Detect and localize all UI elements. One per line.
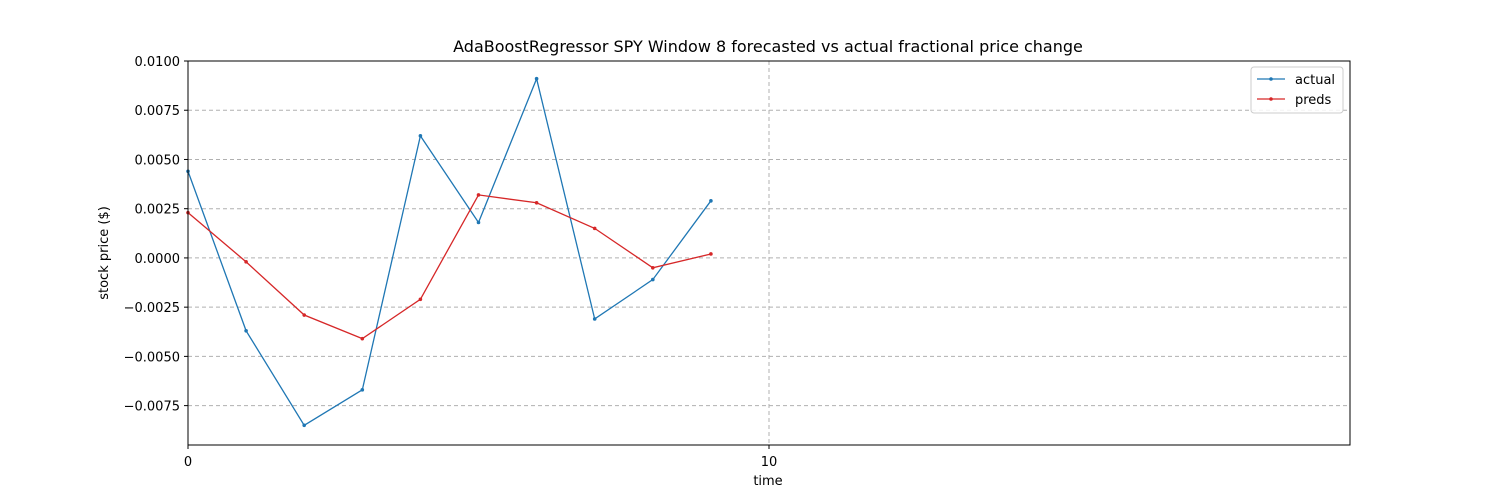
series-line-actual <box>187 76 712 427</box>
data-point-actual <box>302 423 307 428</box>
chart-title: AdaBoostRegressor SPY Window 8 forecaste… <box>453 37 1083 56</box>
y-tick-label: 0.0025 <box>135 203 181 218</box>
data-point-actual <box>418 134 423 138</box>
x-tick-label: 10 <box>761 455 778 470</box>
data-point-actual <box>360 388 365 392</box>
data-point-preds <box>360 336 365 341</box>
y-tick-label: 0.0050 <box>135 153 181 168</box>
legend-marker-actual <box>1269 77 1273 81</box>
series-layer <box>186 76 713 428</box>
y-tick-label: 0.0000 <box>135 252 181 267</box>
y-tick-label: 0.0075 <box>135 104 181 119</box>
x-tick-label: 0 <box>184 455 192 470</box>
data-point-preds <box>476 193 481 197</box>
y-tick-label: 0.0100 <box>135 55 181 70</box>
data-point-actual <box>592 317 597 321</box>
series-actual <box>186 76 713 428</box>
series-preds <box>186 193 713 341</box>
series-line-preds <box>187 194 712 340</box>
data-point-actual <box>651 277 655 282</box>
data-point-actual <box>709 199 713 203</box>
data-point-preds <box>592 226 597 231</box>
data-point-preds <box>418 297 423 302</box>
data-point-actual <box>534 76 539 81</box>
data-point-preds <box>534 200 539 205</box>
x-ticks: 0 10 <box>184 445 777 470</box>
y-axis-label: stock price ($) <box>97 206 112 300</box>
legend-label-actual: actual <box>1295 73 1335 88</box>
y-ticks: −0.0075 −0.0050 −0.0025 0.0000 0.0025 0.0050 0… <box>124 55 188 415</box>
data-point-preds <box>651 265 655 270</box>
data-point-preds <box>244 260 248 264</box>
data-point-actual <box>244 328 248 333</box>
data-point-preds <box>709 252 713 256</box>
data-point-actual <box>476 220 481 225</box>
legend-label-preds: preds <box>1295 93 1332 108</box>
y-tick-label: −0.0025 <box>124 301 180 316</box>
x-axis-label: time <box>753 474 782 489</box>
legend: actual preds <box>1250 66 1344 114</box>
data-point-preds <box>302 313 307 317</box>
y-tick-label: −0.0050 <box>124 350 180 365</box>
y-tick-label: −0.0075 <box>124 400 180 415</box>
legend-marker-preds <box>1269 97 1273 101</box>
